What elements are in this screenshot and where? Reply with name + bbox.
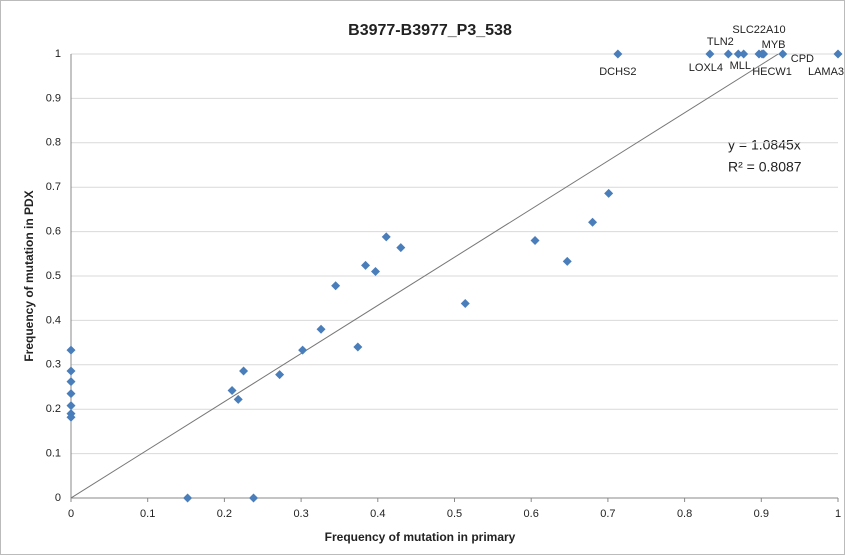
point (705, 49, 715, 59)
point (66, 401, 76, 411)
x-tick-label: 0.3 (293, 508, 308, 520)
x-tick-label: 1 (835, 508, 841, 520)
x-tick-label: 0.2 (217, 508, 232, 520)
point-label: SLC22A10 (732, 24, 785, 36)
y-tick-label: 0.1 (46, 448, 61, 460)
y-tick-label: 0.8 (46, 137, 61, 149)
point (613, 49, 623, 59)
point-label: TLN2 (707, 36, 734, 48)
x-axis-title: Frequency of mutation in primary (325, 530, 516, 544)
point (759, 49, 769, 59)
point (239, 366, 249, 376)
point (361, 260, 371, 270)
x-tick-label: 0.4 (370, 508, 385, 520)
x-tick-label: 0.1 (140, 508, 155, 520)
point-label: LAMA3 (808, 66, 844, 78)
point (833, 49, 843, 59)
point (460, 299, 470, 309)
chart-title: B3977-B3977_P3_538 (348, 22, 512, 39)
y-tick-label: 0.2 (46, 403, 61, 415)
x-tick-label: 0.9 (754, 508, 769, 520)
point (66, 345, 76, 355)
trend-equation: y = 1.0845x (728, 137, 801, 153)
point-label: LOXL4 (689, 62, 723, 74)
trendline (71, 54, 780, 498)
point (723, 49, 733, 59)
y-tick-label: 0 (55, 492, 61, 504)
point (66, 412, 76, 422)
x-tick-label: 0.6 (524, 508, 539, 520)
point-label: MYB (762, 39, 786, 51)
point (66, 377, 76, 387)
point (275, 370, 285, 380)
x-tick-label: 0.5 (447, 508, 462, 520)
y-tick-label: 0.7 (46, 181, 61, 193)
point (588, 217, 598, 227)
x-tick-label: 0.7 (600, 508, 615, 520)
point (298, 345, 308, 355)
y-axis-title: Frequency of mutation in PDX (22, 190, 36, 361)
y-tick-label: 0.6 (46, 226, 61, 238)
point (530, 235, 540, 245)
point (604, 188, 614, 198)
point (562, 256, 572, 266)
point (739, 49, 749, 59)
point (233, 394, 243, 404)
point (396, 243, 406, 253)
point (331, 281, 341, 291)
point-label: CPD (791, 53, 814, 65)
point (778, 49, 788, 59)
point (370, 267, 380, 277)
point-label: HECW1 (752, 66, 792, 78)
x-tick-label: 0.8 (677, 508, 692, 520)
point (353, 342, 363, 352)
point (733, 49, 743, 59)
y-tick-label: 0.3 (46, 359, 61, 371)
point (66, 366, 76, 376)
y-tick-label: 0.4 (46, 314, 61, 326)
y-tick-label: 0.9 (46, 92, 61, 104)
trend-r2: R² = 0.8087 (728, 159, 802, 175)
y-tick-label: 0.5 (46, 270, 61, 282)
point (183, 493, 193, 503)
point (381, 232, 391, 242)
point (249, 493, 259, 503)
point (316, 324, 326, 334)
y-tick-label: 1 (55, 48, 61, 60)
point-label: MLL (730, 60, 751, 72)
point (227, 386, 237, 396)
x-tick-label: 0 (68, 508, 74, 520)
point-label: DCHS2 (599, 66, 636, 78)
point (66, 389, 76, 399)
